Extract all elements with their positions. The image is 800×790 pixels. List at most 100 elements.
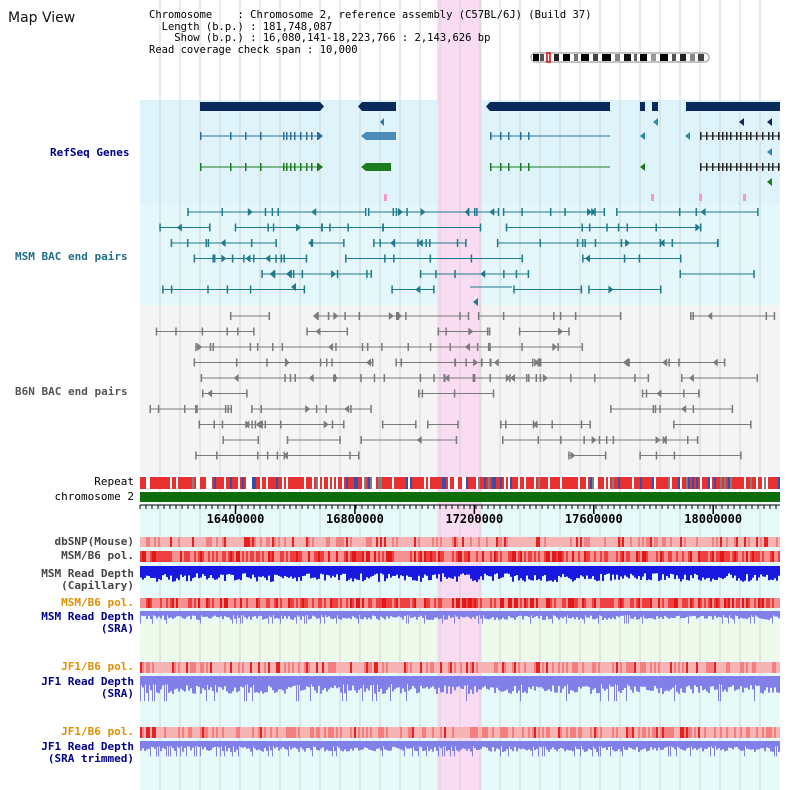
heat-cell bbox=[442, 727, 444, 738]
depth-bar bbox=[428, 676, 430, 689]
bac-pair-end bbox=[415, 420, 417, 429]
heat-cell bbox=[566, 537, 568, 547]
chromosome-ideogram[interactable] bbox=[530, 52, 710, 63]
heat-cell bbox=[250, 537, 252, 547]
heat-cell bbox=[500, 537, 502, 547]
depth-spike bbox=[552, 611, 553, 624]
depth-bar bbox=[202, 611, 204, 617]
track-label-b6n-bac[interactable]: B6N BAC end pairs bbox=[15, 385, 128, 398]
depth-bar bbox=[766, 676, 768, 688]
gene-arrow bbox=[320, 102, 324, 111]
heat-cell bbox=[366, 662, 368, 673]
heat-cell bbox=[516, 598, 518, 608]
gene-tick bbox=[699, 194, 702, 201]
heat-cell bbox=[466, 537, 468, 547]
heat-cell bbox=[652, 598, 654, 608]
heat-cell bbox=[200, 727, 202, 738]
heat-cell bbox=[210, 551, 212, 562]
track-label-msm-depth-sra[interactable]: MSM Read Depth (SRA) bbox=[41, 611, 134, 635]
track-label-msm-bac[interactable]: MSM BAC end pairs bbox=[15, 250, 128, 263]
heat-cell bbox=[144, 662, 146, 673]
depth-bar bbox=[606, 566, 608, 574]
depth-bar bbox=[466, 741, 468, 751]
depth-spike bbox=[268, 741, 269, 757]
heat-cell bbox=[670, 551, 672, 562]
heat-cell bbox=[204, 598, 206, 608]
depth-bar bbox=[188, 676, 190, 691]
repeat-mark bbox=[374, 477, 376, 489]
depth-bar bbox=[450, 611, 452, 619]
heat-cell bbox=[380, 727, 382, 738]
depth-bar bbox=[316, 676, 318, 693]
track-label-dbsnp[interactable]: dbSNP(Mouse) bbox=[54, 535, 134, 548]
heat-cell bbox=[648, 551, 650, 562]
repeat-mark bbox=[544, 477, 546, 489]
bac-pair-end bbox=[537, 358, 540, 367]
heat-cell bbox=[730, 537, 732, 547]
track-label-jf1-depth-sra[interactable]: JF1 Read Depth (SRA) bbox=[41, 676, 134, 700]
heat-cell bbox=[348, 662, 350, 673]
bac-pair-end bbox=[568, 327, 570, 336]
track-label-jf1-b6-pol-2[interactable]: JF1/B6 pol. bbox=[61, 725, 134, 738]
heat-cell bbox=[726, 727, 728, 738]
repeat-mark bbox=[554, 477, 556, 489]
bac-pair-end bbox=[209, 343, 212, 351]
track-label-chromosome[interactable]: chromosome 2 bbox=[54, 490, 134, 503]
depth-bar bbox=[458, 741, 460, 752]
heat-cell bbox=[340, 727, 342, 738]
depth-bar bbox=[628, 566, 630, 579]
depth-bar bbox=[546, 566, 548, 582]
bac-pair-end bbox=[357, 451, 360, 460]
depth-bar bbox=[604, 676, 606, 691]
heat-cell bbox=[396, 537, 398, 547]
depth-spike bbox=[158, 741, 159, 757]
repeat-mark bbox=[512, 477, 514, 489]
heat-cell bbox=[670, 537, 672, 547]
heat-cell bbox=[476, 551, 478, 562]
track-label-refseq[interactable]: RefSeq Genes bbox=[50, 146, 130, 159]
depth-bar bbox=[396, 611, 398, 618]
depth-bar bbox=[566, 741, 568, 750]
heat-cell bbox=[282, 598, 284, 608]
depth-bar bbox=[238, 566, 240, 580]
depth-bar bbox=[624, 741, 626, 750]
depth-bar bbox=[642, 676, 644, 687]
repeat-mark bbox=[720, 477, 722, 489]
track-label-jf1-b6-pol[interactable]: JF1/B6 pol. bbox=[61, 660, 134, 673]
heat-cell bbox=[366, 551, 368, 562]
track-label-jf1-depth-trimmed[interactable]: JF1 Read Depth (SRA trimmed) bbox=[41, 741, 134, 765]
track-label-repeat[interactable]: Repeat bbox=[94, 475, 134, 488]
repeat-mark bbox=[698, 477, 700, 489]
heat-cell bbox=[514, 727, 516, 738]
heat-cell bbox=[420, 537, 422, 547]
heat-cell bbox=[324, 598, 326, 608]
repeat-mark bbox=[192, 477, 194, 489]
track-label-msm-b6-pol-2[interactable]: MSM/B6 pol. bbox=[61, 596, 134, 609]
depth-bar bbox=[172, 741, 174, 749]
heat-cell bbox=[762, 598, 764, 608]
depth-spike bbox=[382, 741, 383, 757]
repeat-mark bbox=[348, 477, 350, 489]
depth-bar bbox=[680, 566, 682, 582]
bac-pair-end bbox=[581, 343, 584, 351]
depth-bar bbox=[358, 566, 360, 580]
heat-cell bbox=[392, 551, 394, 562]
heat-cell bbox=[280, 598, 282, 608]
track-label-msm-depth-capillary[interactable]: MSM Read Depth (Capillary) bbox=[41, 568, 134, 592]
depth-bar bbox=[512, 611, 514, 618]
repeat-mark bbox=[392, 477, 394, 489]
depth-bar bbox=[596, 676, 598, 694]
track-label-msm-b6-pol[interactable]: MSM/B6 pol. bbox=[61, 549, 134, 562]
heat-cell bbox=[642, 598, 644, 608]
gene-arrow bbox=[318, 163, 323, 171]
depth-bar bbox=[704, 611, 706, 619]
heat-cell bbox=[664, 662, 666, 673]
heat-cell bbox=[732, 551, 734, 562]
heat-cell bbox=[194, 537, 196, 547]
depth-bar bbox=[532, 676, 534, 687]
depth-bar bbox=[440, 611, 442, 619]
heat-cell bbox=[364, 662, 366, 673]
heat-cell bbox=[710, 537, 712, 547]
heat-cell bbox=[386, 598, 388, 608]
heat-cell bbox=[358, 551, 360, 562]
